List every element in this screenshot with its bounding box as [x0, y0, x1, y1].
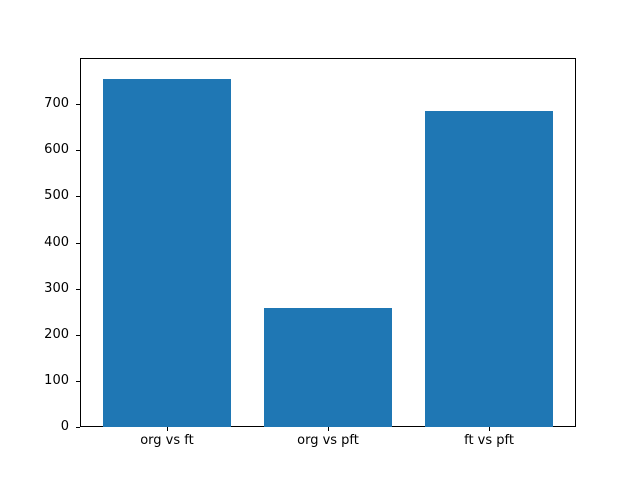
- x-tick-label: org vs pft: [297, 433, 359, 448]
- x-tick-mark: [166, 427, 168, 431]
- y-tick-mark: [76, 196, 80, 198]
- y-tick-mark: [76, 380, 80, 382]
- y-tick-label: 700: [44, 96, 69, 112]
- bar-org-vs-pft: [263, 307, 393, 427]
- x-tick-label: ft vs pft: [464, 433, 514, 448]
- y-tick-label: 500: [44, 188, 69, 204]
- y-tick-mark: [76, 334, 80, 336]
- x-tick-label: org vs ft: [140, 433, 194, 448]
- y-tick-mark: [76, 427, 80, 428]
- y-tick-label: 600: [44, 142, 69, 158]
- y-tick-label: 200: [44, 326, 69, 342]
- y-tick-mark: [76, 288, 80, 290]
- x-tick-mark: [489, 427, 491, 431]
- y-tick-mark: [76, 242, 80, 244]
- y-tick-mark: [76, 150, 80, 152]
- y-tick-label: 100: [44, 372, 69, 388]
- y-tick-label: 400: [44, 234, 69, 250]
- y-tick-label: 0: [60, 419, 69, 434]
- bar-ft-vs-pft: [424, 111, 554, 427]
- bar-org-vs-ft: [102, 78, 232, 427]
- y-tick-label: 300: [44, 280, 69, 296]
- x-tick-mark: [328, 427, 329, 431]
- y-tick-mark: [76, 104, 80, 106]
